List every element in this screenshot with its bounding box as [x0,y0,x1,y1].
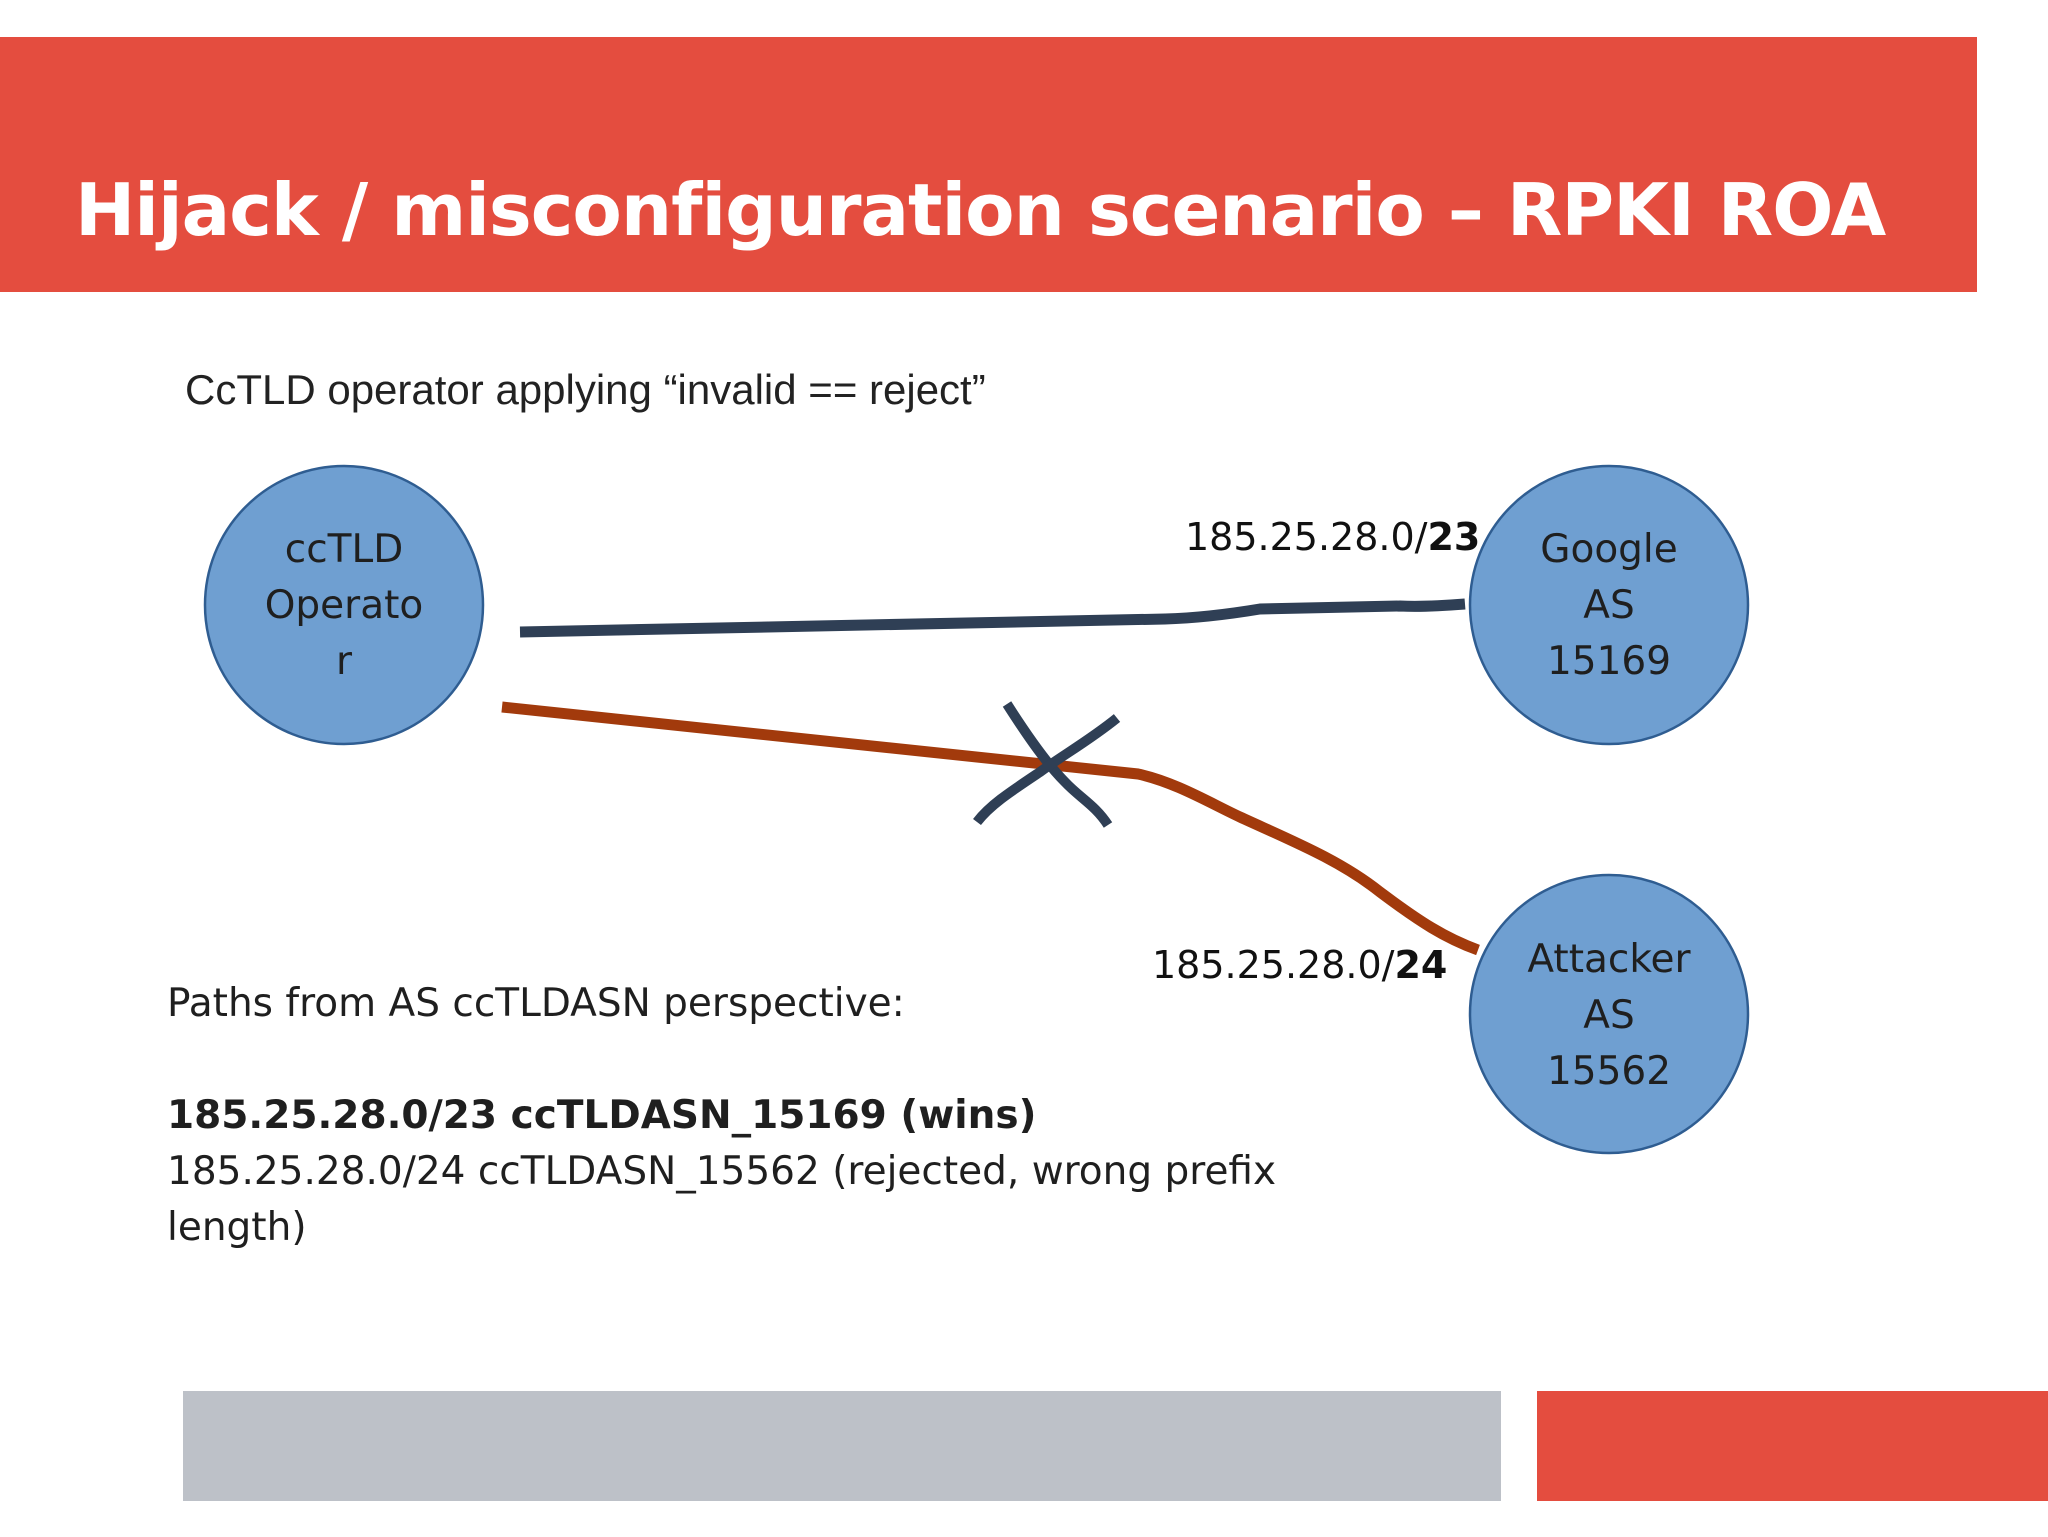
prefix-base: 185.25.28.0/ [1185,515,1428,559]
node-google-as [1468,464,1750,746]
paths-heading: Paths from AS ccTLDASN perspective: [167,981,905,1026]
node-label-line: AS [1583,993,1635,1038]
edge-label-google-prefix: 185.25.28.0/23 [1185,512,1480,562]
node-label-cctld-operator: ccTLD Operato r [224,522,464,690]
prefix-length: 23 [1427,515,1481,559]
node-label-line: Google [1540,527,1678,572]
prefix-base: 185.25.28.0/ [1152,943,1395,987]
node-label-line: 15169 [1546,639,1672,684]
rejected-path-line [501,701,1480,956]
node-label-line: 15562 [1546,1049,1672,1094]
edge-label-attacker-prefix: 185.25.28.0/24 [1152,940,1447,990]
title-bar [0,37,1977,292]
reject-x-mark [973,701,1121,828]
node-label-line: r [335,639,353,684]
paths-summary: Paths from AS ccTLDASN perspective: 185.… [167,976,1307,1256]
node-label-google-as: Google AS 15169 [1489,522,1729,690]
node-label-line: Operato [264,583,424,628]
slide-title: Hijack / misconfiguration scenario – RPK… [75,168,1886,252]
path-rejected: 185.25.28.0/24 ccTLDASN_15562 (rejected,… [167,1149,1277,1250]
node-label-line: Attacker [1527,937,1691,982]
slide-subtitle: CcTLD operator applying “invalid == reje… [185,366,986,413]
node-label-line: AS [1583,583,1635,628]
prefix-length: 24 [1394,943,1448,987]
node-cctld-operator [203,464,485,746]
accepted-path-line [519,598,1466,638]
node-label-line: ccTLD [284,527,404,572]
node-attacker-as [1468,873,1750,1155]
footer-red-bar [1537,1391,2048,1501]
node-label-attacker-as: Attacker AS 15562 [1489,932,1729,1100]
footer-grey-bar [183,1391,1501,1501]
path-winner: 185.25.28.0/23 ccTLDASN_15169 (wins) [167,1093,1037,1138]
